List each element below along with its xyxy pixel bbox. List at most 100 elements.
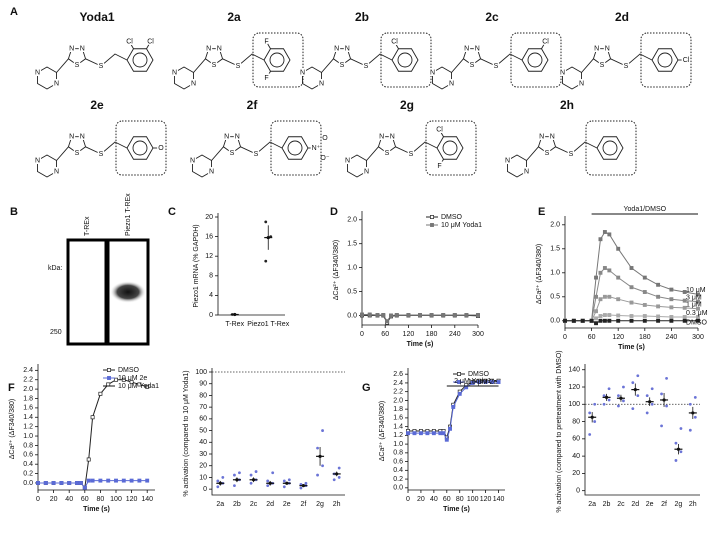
- data-point: [631, 381, 635, 385]
- marker-value: 250: [50, 329, 62, 336]
- series-end-label: 3 μM: [686, 294, 702, 301]
- data-point: [249, 481, 253, 485]
- y-tick-label: 80: [572, 418, 580, 425]
- atom-label: S: [75, 150, 80, 157]
- mean-point: [619, 396, 623, 400]
- data-point: [483, 380, 488, 385]
- pyrazine-ring: [302, 66, 322, 90]
- data-point: [425, 431, 430, 436]
- atom-label: N: [54, 168, 59, 175]
- bond: [267, 71, 271, 77]
- data-point: [602, 318, 607, 323]
- data-point: [254, 470, 258, 473]
- data-point: [470, 380, 475, 385]
- mean-point: [285, 481, 289, 485]
- data-point: [642, 318, 647, 323]
- lane-label: T-REx: [84, 216, 91, 236]
- atom-label: N: [206, 46, 211, 53]
- atom-label: S: [236, 63, 241, 70]
- bond: [541, 43, 545, 49]
- y-tick-label: 2.2: [393, 389, 403, 396]
- y-tick-label: 0.0: [23, 480, 33, 487]
- x-tick-label: 2g: [316, 501, 324, 508]
- data-point: [86, 457, 91, 462]
- legend-marker: [430, 215, 434, 219]
- series-end-label: 0.3 μM: [686, 310, 708, 317]
- data-point: [375, 313, 380, 317]
- legend-marker: [107, 376, 111, 380]
- data-point: [441, 431, 446, 436]
- legend-marker: [457, 372, 461, 376]
- data-point: [82, 485, 87, 490]
- data-point: [129, 380, 134, 385]
- data-point: [216, 479, 220, 483]
- pyrazine-ring: [192, 154, 212, 178]
- data-point: [90, 478, 95, 483]
- data-point: [682, 315, 687, 319]
- benzene-ring: [596, 136, 624, 160]
- y-tick-label: 1.4: [393, 423, 403, 430]
- mean-point: [301, 484, 306, 488]
- data-point: [389, 313, 393, 318]
- data-point: [629, 318, 634, 323]
- aromatic-circle: [442, 140, 458, 156]
- x-tick-label: 2a: [588, 501, 596, 508]
- thiadiazole-ring: [592, 48, 612, 66]
- legend-label: DMSO: [468, 371, 490, 378]
- y-tick-label: 90: [199, 381, 207, 388]
- data-point: [616, 313, 621, 318]
- atom-label: S: [364, 63, 369, 70]
- data-point: [688, 428, 692, 432]
- data-point: [607, 387, 611, 391]
- legend-label: DMSO: [118, 367, 140, 374]
- bond: [440, 159, 444, 165]
- y-axis-label: % activation (compared to pretreatment w…: [556, 350, 563, 512]
- atom-label: S: [254, 151, 259, 158]
- data-point: [216, 485, 220, 489]
- x-tick-label: 2e: [283, 501, 291, 508]
- atom-label: N: [449, 80, 454, 87]
- data-point: [617, 394, 620, 398]
- compound-label: 2a: [227, 10, 241, 24]
- aromatic-circle: [527, 52, 543, 68]
- bond: [211, 146, 224, 161]
- data-point: [444, 437, 449, 442]
- y-tick-label: 0.0: [347, 312, 357, 319]
- compound-label: 2e: [90, 98, 104, 112]
- atom-label: N: [539, 134, 544, 141]
- data-point: [642, 314, 647, 318]
- data-point: [660, 424, 663, 428]
- data-point: [693, 395, 697, 399]
- lane-label: Piezo1 T-REx: [125, 193, 132, 236]
- y-tick-label: 140: [568, 367, 580, 374]
- y-tick-label: 100: [568, 401, 580, 408]
- data-point: [571, 318, 576, 323]
- data-point: [669, 315, 674, 319]
- data-point: [418, 431, 423, 436]
- y-axis-label: ΔCa²⁺ (ΔF340/380): [9, 399, 16, 460]
- highlight-box: [115, 120, 167, 176]
- data-point: [129, 478, 134, 483]
- data-point: [674, 441, 678, 445]
- data-point: [656, 318, 661, 323]
- data-point: [602, 313, 607, 317]
- y-tick-label: 30: [199, 451, 207, 458]
- substituent-label: Cl: [126, 39, 133, 46]
- data-point: [602, 294, 607, 299]
- atom-label: N: [217, 46, 222, 53]
- data-point: [607, 268, 612, 273]
- series-end-label: 1 μM: [686, 302, 702, 309]
- data-point: [580, 318, 585, 323]
- thiadiazole-ring: [67, 136, 87, 154]
- atom-label: N: [579, 80, 584, 87]
- x-tick-label: 120: [126, 496, 138, 503]
- bond: [581, 58, 594, 73]
- y-tick-label: 2.0: [23, 386, 33, 393]
- data-point: [233, 484, 236, 488]
- y-tick-label: 2.2: [23, 377, 33, 384]
- atom-label: N: [80, 134, 85, 141]
- atom-label: S: [75, 62, 80, 69]
- y-tick-label: 20: [205, 214, 213, 221]
- y-tick-label: 1.6: [393, 415, 403, 422]
